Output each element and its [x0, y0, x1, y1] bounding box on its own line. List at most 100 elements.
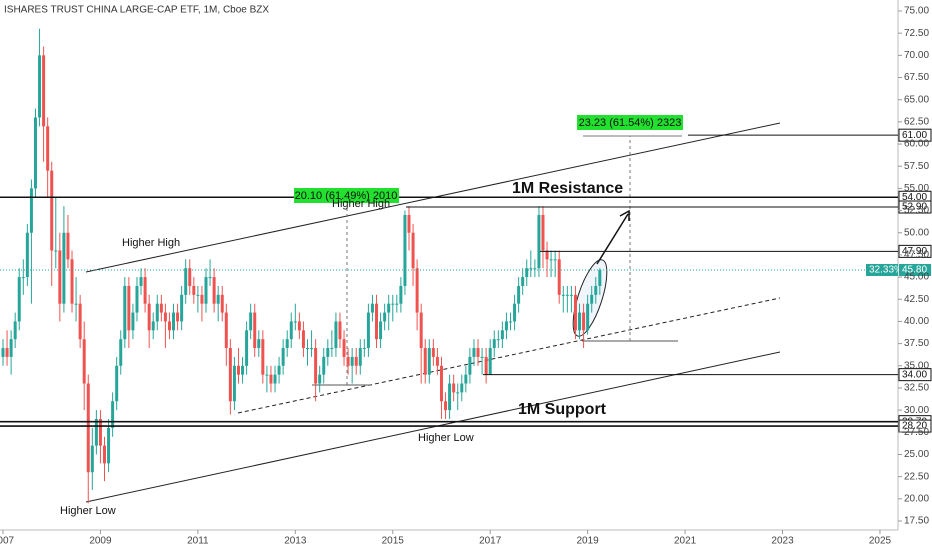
- candle-body: [66, 232, 70, 260]
- candle-body: [9, 339, 13, 357]
- y-tick-label: 57.50: [904, 161, 929, 172]
- candle-body: [500, 330, 504, 340]
- y-tick-label: 65.00: [904, 94, 929, 105]
- candle-body: [464, 374, 468, 384]
- candle-body: [403, 215, 407, 286]
- last-price-box: [899, 263, 931, 276]
- candle-body: [208, 277, 212, 279]
- candle-body: [456, 392, 460, 394]
- change-label: 32.33%: [869, 265, 903, 276]
- candle-body: [509, 321, 512, 323]
- candle-body: [285, 339, 289, 349]
- candle-body: [557, 259, 561, 295]
- level-label-box: [898, 200, 932, 214]
- candle-body: [330, 348, 334, 350]
- candle-body: [537, 215, 541, 269]
- candle-body: [415, 268, 419, 313]
- candle-body: [176, 312, 180, 322]
- candle-body: [58, 250, 62, 304]
- candle-body: [139, 277, 143, 286]
- arrow: [596, 213, 629, 265]
- candle-body: [200, 294, 204, 304]
- candle-body: [265, 374, 269, 376]
- y-tick-label: 32.50: [904, 383, 929, 394]
- candle-body: [496, 339, 500, 341]
- level-label: 34.00: [902, 369, 927, 380]
- candle-body: [119, 339, 123, 366]
- candle-body: [94, 419, 98, 446]
- candle-body: [17, 277, 21, 322]
- candle-body: [338, 321, 342, 340]
- annotation: Higher Low: [418, 432, 474, 444]
- candle-body: [155, 303, 159, 322]
- candle-body: [180, 294, 184, 322]
- candle-body: [135, 285, 139, 313]
- x-tick-label: 2013: [284, 536, 307, 547]
- candle-body: [224, 312, 228, 349]
- candle-body: [476, 348, 480, 357]
- y-tick-label: 55.00: [904, 183, 929, 194]
- candle-body: [192, 285, 196, 295]
- candle-body: [253, 312, 257, 349]
- candle-body: [322, 356, 326, 375]
- x-tick-label: 2019: [577, 536, 600, 547]
- candle-body: [54, 250, 58, 252]
- candle-body: [354, 356, 358, 366]
- candle-body: [561, 294, 565, 296]
- change-label-box: [866, 263, 898, 276]
- candle-body: [553, 259, 557, 261]
- candle-body: [293, 321, 297, 323]
- candle-body: [289, 321, 293, 340]
- annotation: 1M Resistance: [512, 180, 623, 197]
- candle-body: [159, 303, 163, 313]
- y-tick-label: 60.00: [904, 139, 929, 150]
- candle-body: [517, 285, 521, 304]
- x-tick-label: 2021: [674, 536, 697, 547]
- candle-body: [82, 339, 86, 384]
- x-tick-label: 2009: [89, 536, 112, 547]
- y-tick-label: 27.50: [904, 427, 929, 438]
- candle-body: [573, 294, 577, 331]
- y-tick-label: 67.50: [904, 72, 929, 83]
- x-tick-label: 2017: [479, 536, 502, 547]
- candle-body: [301, 330, 305, 349]
- candle-body: [383, 312, 387, 322]
- candle-body: [594, 285, 598, 295]
- x-tick-label: 2025: [869, 536, 892, 547]
- candle-body: [131, 312, 135, 331]
- candle-body: [431, 348, 435, 357]
- candle-body: [13, 321, 17, 340]
- candle-body: [147, 303, 151, 331]
- candle-body: [569, 294, 573, 296]
- candle-body: [21, 277, 25, 279]
- y-tick-label: 42.50: [904, 294, 929, 305]
- x-tick-label: 2015: [382, 536, 405, 547]
- candle-body: [375, 303, 379, 340]
- candle-body: [407, 215, 411, 233]
- candle-body: [314, 348, 318, 384]
- candle-body: [1, 348, 5, 357]
- candle-body: [346, 356, 350, 366]
- candle-body: [70, 259, 74, 304]
- candle-body: [188, 268, 192, 286]
- candle-body: [549, 259, 553, 261]
- level-label-box: [898, 368, 932, 382]
- candle-body: [5, 348, 9, 357]
- candle-body: [220, 294, 224, 313]
- y-tick-label: 35.00: [904, 360, 929, 371]
- level-label: 52.90: [902, 202, 927, 213]
- y-tick-label: 30.00: [904, 405, 929, 416]
- level-label: 47.90: [902, 246, 927, 257]
- measure-label: 23.23 (61.54%) 2323: [579, 117, 682, 129]
- candle-body: [468, 356, 472, 375]
- candle-body: [86, 383, 90, 473]
- candle-body: [151, 321, 155, 331]
- candle-body: [582, 312, 586, 331]
- candle-body: [480, 356, 484, 358]
- candle-body: [245, 330, 249, 366]
- candle-body: [529, 268, 533, 270]
- candle-body: [261, 339, 265, 375]
- candle-body: [423, 348, 427, 375]
- candle-body: [115, 365, 119, 402]
